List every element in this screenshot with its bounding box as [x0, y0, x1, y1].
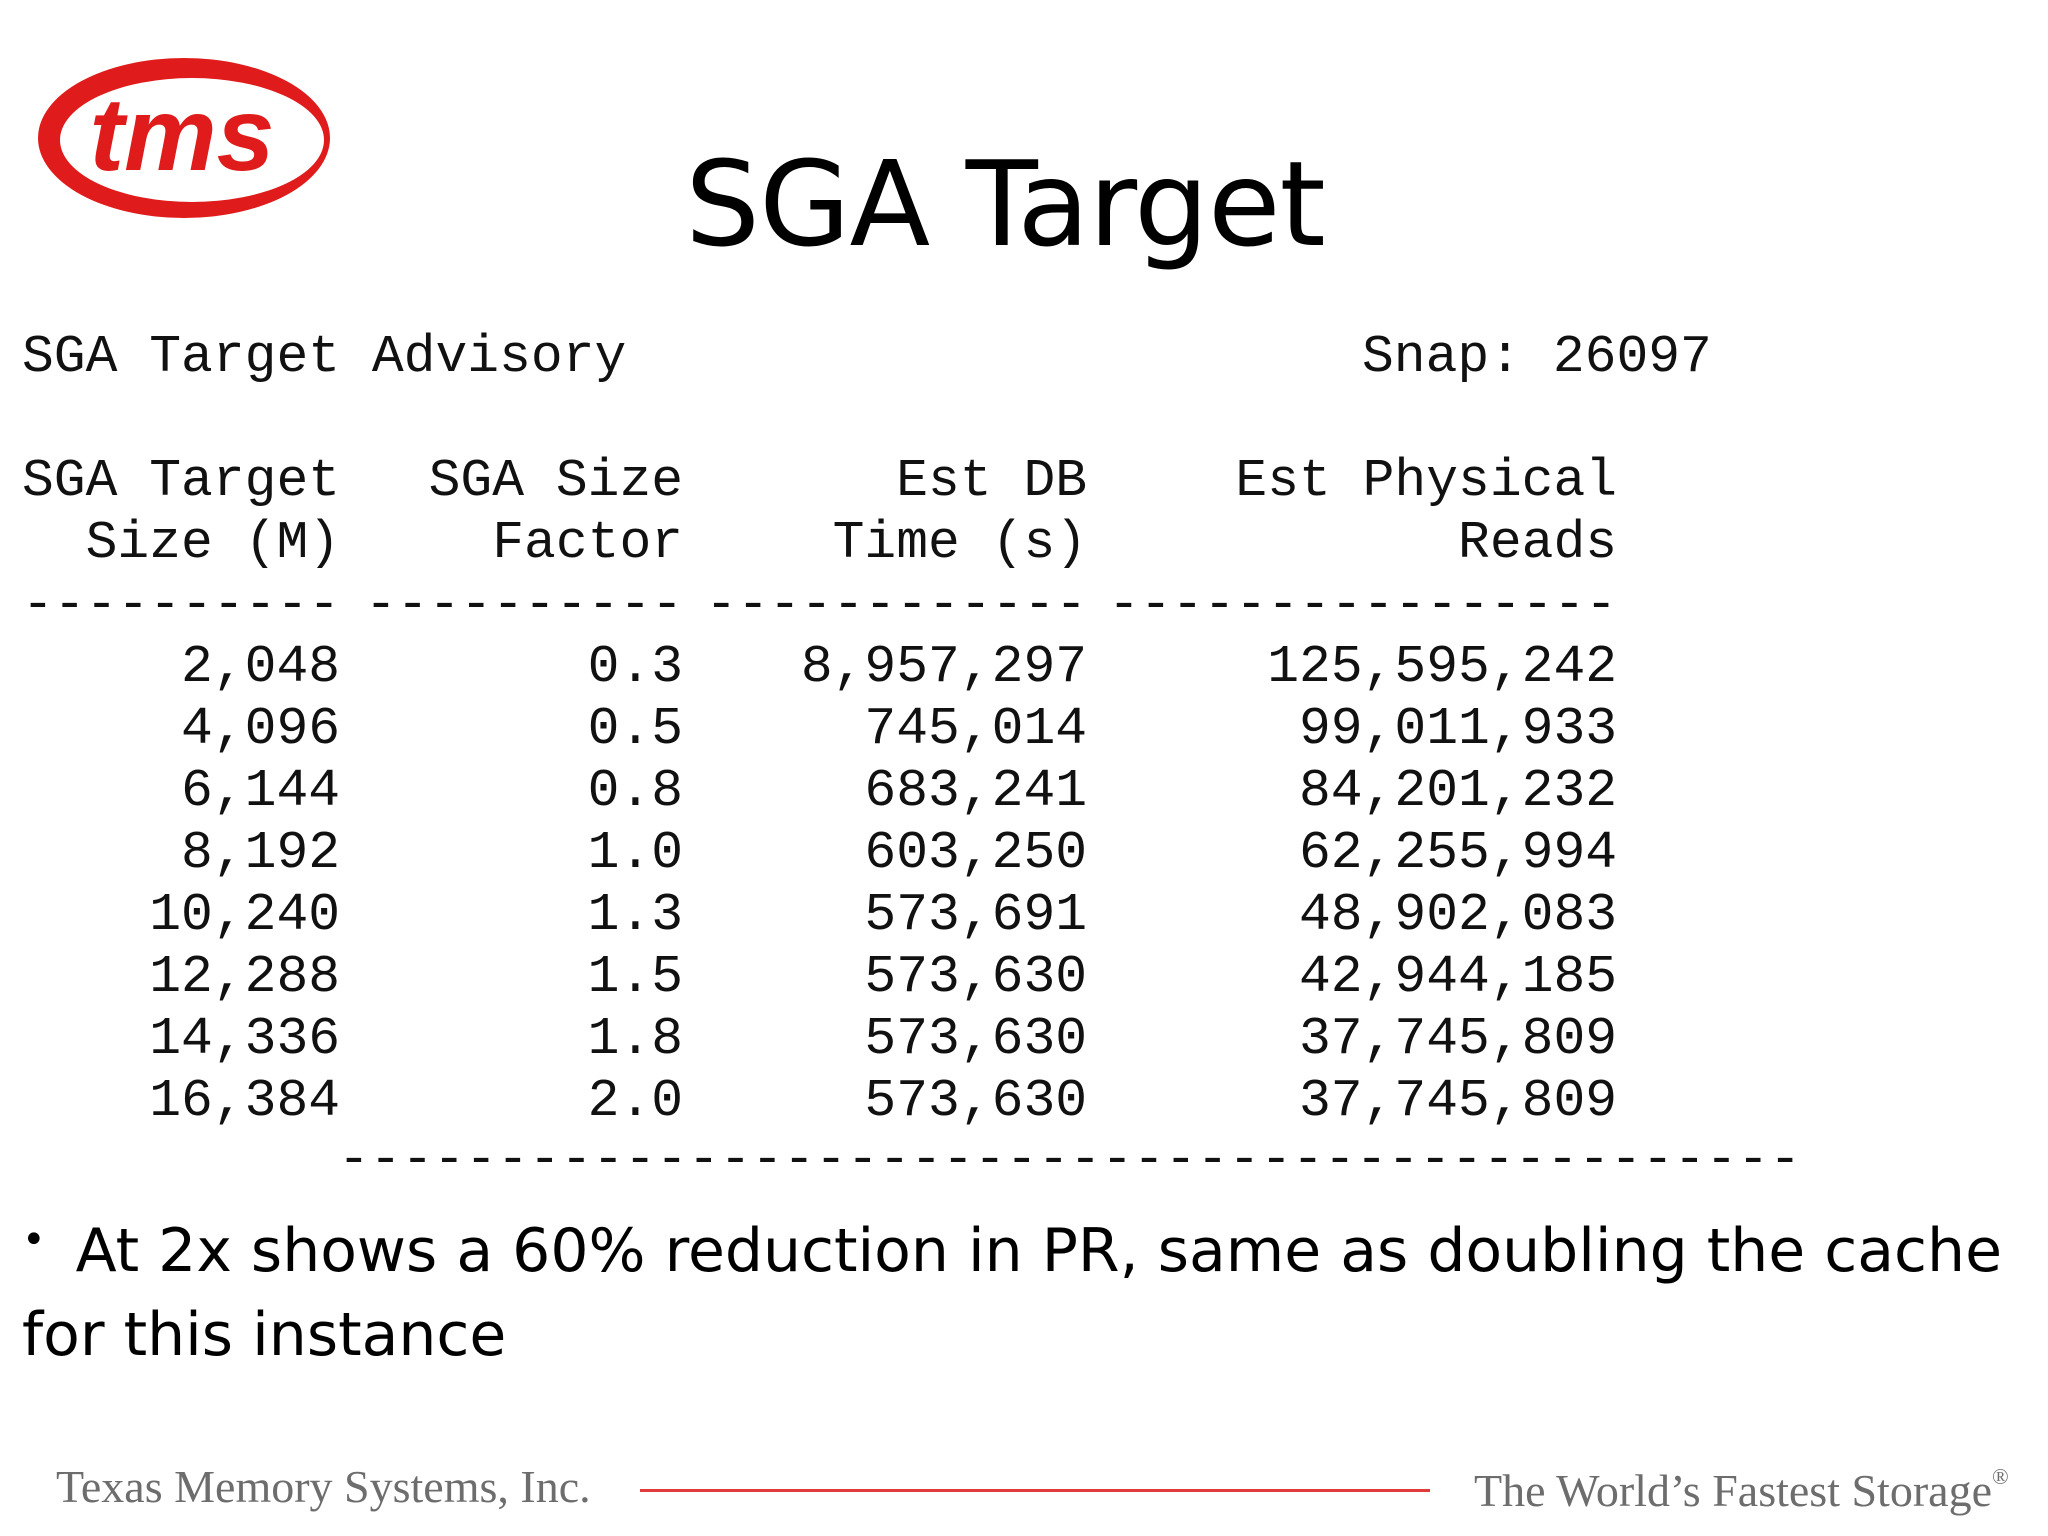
logo-swoosh-inner [60, 78, 324, 202]
header-est-physical: Est Physical [1235, 451, 1618, 511]
cell-db-time: 683,241 [864, 761, 1088, 821]
header-rule-row: ---------- ---------- ------------ -----… [22, 574, 1617, 636]
cell-physical-reads: 62,255,994 [1299, 823, 1618, 883]
cell-factor: 1.0 [587, 823, 684, 883]
cell-size: 12,288 [149, 947, 341, 1007]
advisory-title: SGA Target Advisory [22, 327, 627, 387]
cell-physical-reads: 99,011,933 [1299, 699, 1618, 759]
cell-db-time: 573,691 [864, 885, 1088, 945]
cell-db-time: 745,014 [864, 699, 1088, 759]
table-row: 4,096 0.5 745,014 99,011,933 [22, 698, 1617, 760]
registered-mark: ® [1992, 1464, 2009, 1489]
sga-advisory-table: SGA Target SGA Size Est DB Est Physical … [22, 450, 1617, 1132]
cell-physical-reads: 84,201,232 [1299, 761, 1618, 821]
header-time-s: Time (s) [832, 513, 1088, 573]
cell-factor: 0.8 [587, 761, 684, 821]
cell-db-time: 573,630 [864, 947, 1088, 1007]
table-bottom-rule: ----------------------------------------… [338, 1130, 1802, 1190]
cell-factor: 0.5 [587, 699, 684, 759]
cell-db-time: 573,630 [864, 1071, 1088, 1131]
cell-factor: 1.8 [587, 1009, 684, 1069]
bullet-icon: • [22, 1217, 46, 1263]
cell-factor: 1.5 [587, 947, 684, 1007]
header-sga-target: SGA Target [22, 451, 341, 511]
footer-tagline: The World’s Fastest Storage® [1474, 1464, 2009, 1517]
table-row: 6,144 0.8 683,241 84,201,232 [22, 760, 1617, 822]
cell-physical-reads: 125,595,242 [1267, 637, 1618, 697]
header-sga-size: SGA Size [428, 451, 684, 511]
table-row: 16,384 2.0 573,630 37,745,809 [22, 1070, 1617, 1132]
cell-db-time: 8,957,297 [800, 637, 1088, 697]
cell-size: 10,240 [149, 885, 341, 945]
cell-size: 16,384 [149, 1071, 341, 1131]
table-row: 12,288 1.5 573,630 42,944,185 [22, 946, 1617, 1008]
bullet-point: • At 2x shows a 60% reduction in PR, same… [22, 1198, 2002, 1377]
cell-db-time: 573,630 [864, 1009, 1088, 1069]
header-size-m: Size (M) [85, 513, 341, 573]
logo-text: tms [90, 77, 275, 193]
header-row-1: SGA Target SGA Size Est DB Est Physical [22, 450, 1617, 512]
cell-physical-reads: 48,902,083 [1299, 885, 1618, 945]
rule-col-1: ---------- [22, 575, 341, 635]
table-row: 2,048 0.3 8,957,297 125,595,242 [22, 636, 1617, 698]
bullet-text: At 2x shows a 60% reduction in PR, same … [22, 1216, 2002, 1370]
header-factor: Factor [492, 513, 684, 573]
header-reads: Reads [1458, 513, 1618, 573]
rule-col-2: ---------- [365, 575, 684, 635]
cell-db-time: 603,250 [864, 823, 1088, 883]
header-row-2: Size (M) Factor Time (s) Reads [22, 512, 1617, 574]
cell-physical-reads: 37,745,809 [1299, 1071, 1618, 1131]
footer-divider [640, 1489, 1430, 1492]
cell-factor: 1.3 [587, 885, 684, 945]
rule-col-4: ---------------- [1108, 575, 1618, 635]
table-row: 8,192 1.0 603,250 62,255,994 [22, 822, 1617, 884]
cell-physical-reads: 42,944,185 [1299, 947, 1618, 1007]
cell-size: 4,096 [181, 699, 341, 759]
tms-logo: tms [38, 58, 330, 218]
snap-id: Snap: 26097 [1362, 327, 1712, 387]
table-row: 10,240 1.3 573,691 48,902,083 [22, 884, 1617, 946]
table-row: 14,336 1.8 573,630 37,745,809 [22, 1008, 1617, 1070]
header-est-db: Est DB [896, 451, 1088, 511]
cell-size: 6,144 [181, 761, 341, 821]
footer-company: Texas Memory Systems, Inc. [56, 1461, 591, 1512]
cell-size: 8,192 [181, 823, 341, 883]
rule-col-3: ------------ [705, 575, 1088, 635]
cell-factor: 2.0 [587, 1071, 684, 1131]
cell-size: 2,048 [181, 637, 341, 697]
cell-size: 14,336 [149, 1009, 341, 1069]
cell-physical-reads: 37,745,809 [1299, 1009, 1618, 1069]
cell-factor: 0.3 [587, 637, 684, 697]
footer-tagline-text: The World’s Fastest Storage [1474, 1465, 1992, 1516]
slide-title: SGA Target [685, 135, 1326, 273]
